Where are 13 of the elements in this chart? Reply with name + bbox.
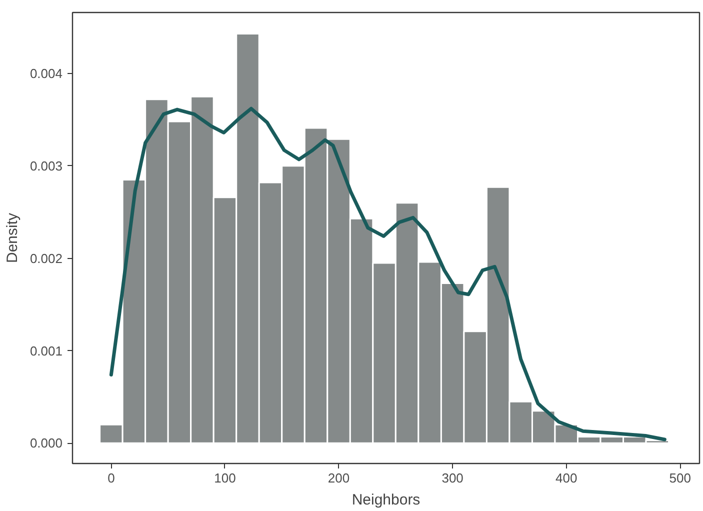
y-tick-label: 0.003 — [30, 158, 63, 174]
x-tick-label: 100 — [214, 470, 236, 486]
x-tick-label: 0 — [108, 470, 115, 486]
x-axis-title: Neighbors — [352, 492, 420, 508]
y-axis-title: Density — [4, 212, 21, 264]
y-tick-label: 0.002 — [30, 250, 63, 266]
x-tick-label: 400 — [556, 470, 578, 486]
x-tick-label: 200 — [328, 470, 350, 486]
x-tick-label: 300 — [442, 470, 464, 486]
x-tick-label: 500 — [669, 470, 692, 486]
y-tick-label: 0.004 — [30, 66, 63, 81]
y-tick-label: 0.001 — [30, 343, 63, 358]
y-tick-label: 0.000 — [30, 436, 63, 451]
